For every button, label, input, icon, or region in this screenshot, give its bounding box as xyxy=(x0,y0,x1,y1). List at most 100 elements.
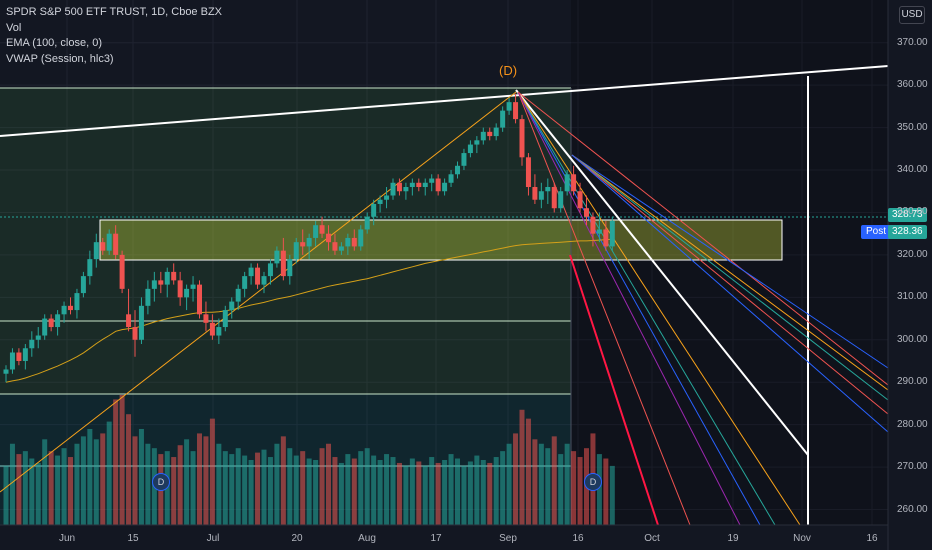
candle-body[interactable] xyxy=(467,144,473,154)
candle-body[interactable] xyxy=(448,174,454,183)
candle-body[interactable] xyxy=(48,318,54,328)
candle-body[interactable] xyxy=(596,229,602,234)
candle-body[interactable] xyxy=(416,182,422,188)
candle-body[interactable] xyxy=(390,182,396,196)
legend-symbol[interactable]: SPDR S&P 500 ETF TRUST, 1D, Cboe BZX xyxy=(6,6,223,18)
steep-fan-line[interactable] xyxy=(569,254,659,526)
candle-body[interactable] xyxy=(442,182,448,192)
candle-body[interactable] xyxy=(377,199,383,204)
dividend-marker[interactable]: D xyxy=(584,473,602,491)
candle-body[interactable] xyxy=(274,250,280,264)
candle-body[interactable] xyxy=(248,267,254,277)
fan-line-secondary[interactable] xyxy=(571,154,889,433)
candle-body[interactable] xyxy=(564,174,570,192)
candle-body[interactable] xyxy=(132,327,138,340)
candle-body[interactable] xyxy=(313,225,319,238)
candle-body[interactable] xyxy=(80,276,86,294)
candle-body[interactable] xyxy=(100,242,106,251)
candle-body[interactable] xyxy=(609,220,615,247)
candle-body[interactable] xyxy=(332,242,338,251)
legend-vwap[interactable]: VWAP (Session, hlc3) xyxy=(6,52,114,65)
candle-body[interactable] xyxy=(61,305,67,315)
candle-body[interactable] xyxy=(487,131,493,137)
fan-line[interactable] xyxy=(517,91,761,526)
currency-button[interactable]: USD xyxy=(899,6,925,24)
legend-vol[interactable]: Vol xyxy=(6,21,22,34)
candle-body[interactable] xyxy=(358,229,364,247)
candle-body[interactable] xyxy=(35,335,41,340)
candle-body[interactable] xyxy=(197,284,202,315)
fan-line[interactable] xyxy=(517,91,741,526)
candle-body[interactable] xyxy=(577,191,583,209)
candle-body[interactable] xyxy=(216,327,222,336)
candle-body[interactable] xyxy=(267,263,273,277)
candle-body[interactable] xyxy=(506,102,512,111)
candle-body[interactable] xyxy=(177,280,183,298)
candle-body[interactable] xyxy=(280,250,286,277)
candle-body[interactable] xyxy=(106,233,112,251)
candle-body[interactable] xyxy=(584,208,589,217)
candle-body[interactable] xyxy=(184,288,190,298)
candle-body[interactable] xyxy=(371,203,377,217)
candle-body[interactable] xyxy=(164,271,170,285)
candle-body[interactable] xyxy=(422,182,428,188)
candle-body[interactable] xyxy=(513,102,519,120)
candle-body[interactable] xyxy=(203,314,209,323)
candle-body[interactable] xyxy=(190,284,196,289)
candle-body[interactable] xyxy=(525,157,531,188)
candle-body[interactable] xyxy=(571,174,577,192)
candle-body[interactable] xyxy=(403,187,409,192)
candle-body[interactable] xyxy=(242,276,248,289)
candle-body[interactable] xyxy=(480,131,486,141)
candle-body[interactable] xyxy=(171,271,177,281)
candle-body[interactable] xyxy=(551,187,557,209)
candle-body[interactable] xyxy=(29,339,35,349)
candle-body[interactable] xyxy=(364,216,370,230)
candle-body[interactable] xyxy=(119,254,125,289)
candle-body[interactable] xyxy=(545,187,551,192)
dividend-marker[interactable]: D xyxy=(152,473,170,491)
resistance-trendline[interactable] xyxy=(0,65,889,137)
candle-body[interactable] xyxy=(158,280,164,285)
candle-body[interactable] xyxy=(474,140,480,145)
candle-body[interactable] xyxy=(68,305,73,311)
fan-line-secondary[interactable] xyxy=(571,154,889,391)
candle-body[interactable] xyxy=(558,191,564,209)
fan-line[interactable] xyxy=(517,91,691,526)
candle-body[interactable] xyxy=(532,187,538,200)
candle-body[interactable] xyxy=(338,246,344,251)
candle-body[interactable] xyxy=(229,301,235,311)
candle-body[interactable] xyxy=(9,352,15,370)
candle-body[interactable] xyxy=(538,191,544,200)
candle-body[interactable] xyxy=(113,233,119,255)
candle-body[interactable] xyxy=(461,153,467,166)
candle-body[interactable] xyxy=(345,237,351,247)
falling-trendline[interactable] xyxy=(515,89,809,456)
candle-body[interactable] xyxy=(384,195,390,200)
candle-body[interactable] xyxy=(261,276,267,285)
candle-body[interactable] xyxy=(396,182,402,192)
support-zone-box[interactable] xyxy=(99,219,783,261)
rising-fan-line[interactable] xyxy=(0,91,517,493)
candle-body[interactable] xyxy=(287,259,293,277)
candle-body[interactable] xyxy=(22,348,28,361)
candle-body[interactable] xyxy=(138,305,144,340)
candle-body[interactable] xyxy=(93,242,99,260)
candle-body[interactable] xyxy=(455,165,460,175)
candle-body[interactable] xyxy=(255,267,261,285)
fan-line-secondary[interactable] xyxy=(571,154,889,401)
candle-body[interactable] xyxy=(429,178,435,183)
candle-body[interactable] xyxy=(55,314,61,328)
candle-body[interactable] xyxy=(151,280,157,289)
candle-body[interactable] xyxy=(351,237,357,247)
candle-body[interactable] xyxy=(500,110,506,128)
candle-body[interactable] xyxy=(590,216,596,234)
fan-line-secondary[interactable] xyxy=(571,154,889,369)
fan-line[interactable] xyxy=(517,91,889,386)
candle-body[interactable] xyxy=(409,182,415,188)
candle-body[interactable] xyxy=(145,288,151,306)
candle-body[interactable] xyxy=(300,242,306,247)
candle-body[interactable] xyxy=(435,178,441,192)
candle-body[interactable] xyxy=(293,242,299,260)
